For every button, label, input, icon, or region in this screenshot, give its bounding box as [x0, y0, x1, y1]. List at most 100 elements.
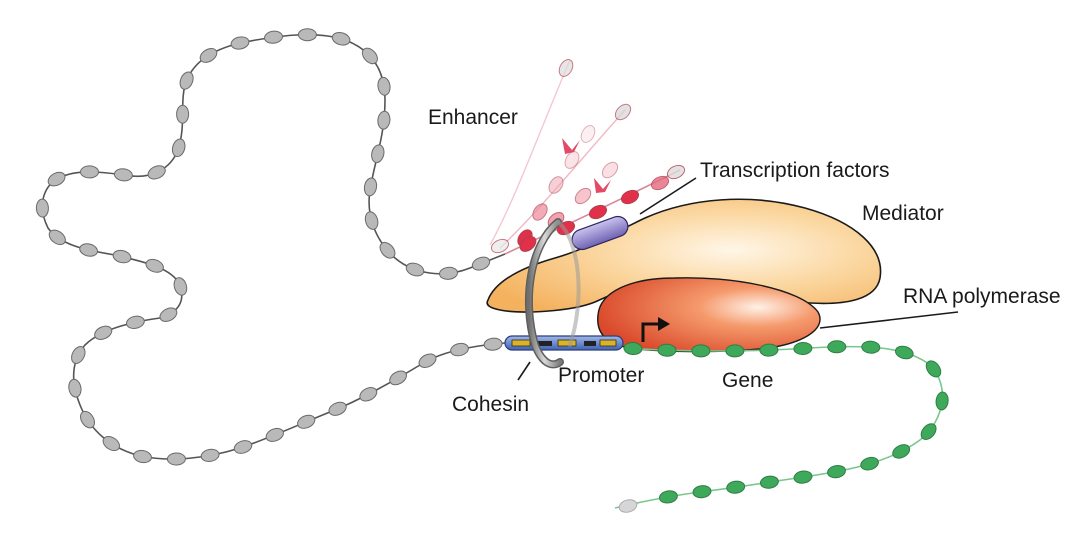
nucleosome-bead — [166, 452, 186, 466]
transcription-start-arrow-icon — [641, 322, 660, 342]
nucleosome-bead — [297, 28, 317, 42]
nucleosome-bead — [265, 427, 284, 442]
nucleosome-bead — [759, 343, 779, 357]
nucleosome-bead — [623, 341, 643, 356]
nucleosome-bead — [377, 110, 391, 130]
nucleosome-bead — [80, 165, 99, 179]
nucleosome-bead — [113, 168, 133, 182]
nucleosome-bead — [145, 258, 164, 273]
nucleosome-bead — [793, 470, 813, 484]
nucleosome-bead — [331, 32, 351, 46]
nucleosome-bead — [179, 71, 194, 90]
nucleosome-bead — [80, 410, 95, 429]
gene-dna-strand — [614, 345, 944, 509]
nucleosome-bead — [418, 353, 437, 368]
nucleosome-bead — [618, 499, 638, 513]
nucleosome-bead — [48, 229, 66, 246]
nucleosome-bead — [359, 387, 378, 402]
label-promoter: Promoter — [558, 364, 644, 387]
enhancer-arrow-icon — [562, 138, 580, 154]
nucleosome-bead — [588, 204, 608, 220]
nucleosome-bead — [112, 249, 132, 264]
nucleosome-bead — [759, 475, 779, 489]
nucleosome-bead — [519, 236, 537, 252]
label-enhancer: Enhancer — [428, 106, 518, 129]
nucleosome-bead — [159, 307, 178, 322]
nucleosome-bead — [692, 485, 712, 499]
nucleosome-bead — [614, 103, 632, 121]
nucleosome-bead — [199, 47, 218, 63]
nucleosome-bead — [379, 241, 396, 259]
enhancer-arrow-icon — [594, 178, 611, 193]
nucleosome-bead — [691, 344, 711, 358]
cohesin-ring — [524, 218, 581, 369]
transcription-start-arrowhead-icon — [658, 317, 670, 331]
nucleosome-bead — [580, 125, 596, 143]
nucleosome-bead — [364, 211, 379, 230]
gene-nucleosomes — [618, 340, 949, 513]
nucleosome-bead — [230, 36, 250, 50]
nucleosome-bead — [793, 341, 813, 356]
nucleosome-bead — [79, 243, 98, 257]
nucleosome-bead — [548, 176, 564, 194]
nucleosome-bead — [47, 171, 66, 187]
nucleosome-bead — [925, 360, 942, 378]
nucleosome-bead — [233, 440, 253, 454]
nucleosome-bead — [558, 59, 574, 77]
nucleosome-bead — [71, 346, 86, 364]
nucleosome-bead — [450, 342, 469, 357]
nucleosome-bead — [297, 414, 316, 429]
nucleosome-bead — [94, 325, 113, 340]
nucleosome-bead — [471, 256, 491, 271]
nucleosome-bead — [363, 177, 378, 197]
nucleosome-bead — [920, 423, 937, 440]
nucleosome-bead — [827, 340, 847, 354]
nucleosome-bead — [860, 456, 879, 471]
nucleosome-bead — [389, 370, 407, 386]
nucleosome-bead — [935, 391, 949, 411]
nucleosome-bead — [133, 449, 152, 464]
nucleosome-bead — [650, 175, 670, 191]
nucleosome-bead — [574, 187, 592, 205]
nucleosome-bead — [173, 277, 188, 296]
nucleosome-bead — [726, 480, 746, 494]
nucleosome-bead — [827, 464, 846, 479]
gray-nucleosomes — [35, 28, 503, 466]
nucleosome-bead — [657, 343, 677, 357]
nucleosome-bead — [861, 340, 881, 354]
nucleosome-bead — [892, 444, 911, 459]
nucleosome-bead — [439, 266, 458, 280]
nucleosome-bead — [361, 47, 378, 65]
nucleosome-bead — [377, 76, 391, 96]
nucleosome-bead — [200, 448, 220, 463]
label-cohesin: Cohesin — [452, 393, 529, 416]
nucleosome-bead — [35, 198, 49, 218]
nucleosome-bead — [371, 144, 385, 164]
nucleosome-bead — [601, 161, 619, 179]
nucleosome-bead — [405, 262, 425, 277]
nucleosome-bead — [176, 104, 190, 124]
nucleosome-bead — [666, 164, 686, 180]
chromatin-strand — [41, 33, 506, 460]
nucleosome-bead — [483, 337, 503, 351]
leader-lines — [517, 177, 959, 381]
nucleosome-bead — [68, 378, 82, 398]
label-rna-polymerase: RNA polymerase — [903, 285, 1061, 308]
label-transcription-factors: Transcription factors — [700, 159, 889, 182]
nucleosome-bead — [658, 490, 678, 504]
nucleosome-bead — [264, 30, 283, 44]
nucleosome-bead — [532, 203, 548, 221]
nucleosome-bead — [126, 315, 145, 329]
nucleosome-bead — [620, 189, 640, 205]
nucleosome-bead — [894, 345, 914, 360]
label-mediator: Mediator — [862, 202, 944, 225]
nucleosome-bead — [102, 435, 121, 452]
label-gene: Gene — [722, 369, 773, 392]
promoter-dna-bars — [511, 339, 617, 347]
nucleosome-bead — [725, 344, 745, 358]
nucleosome-bead — [147, 165, 166, 180]
nucleosome-bead — [328, 401, 347, 416]
nucleosome-bead — [171, 138, 186, 158]
nucleosome-bead — [564, 151, 580, 169]
